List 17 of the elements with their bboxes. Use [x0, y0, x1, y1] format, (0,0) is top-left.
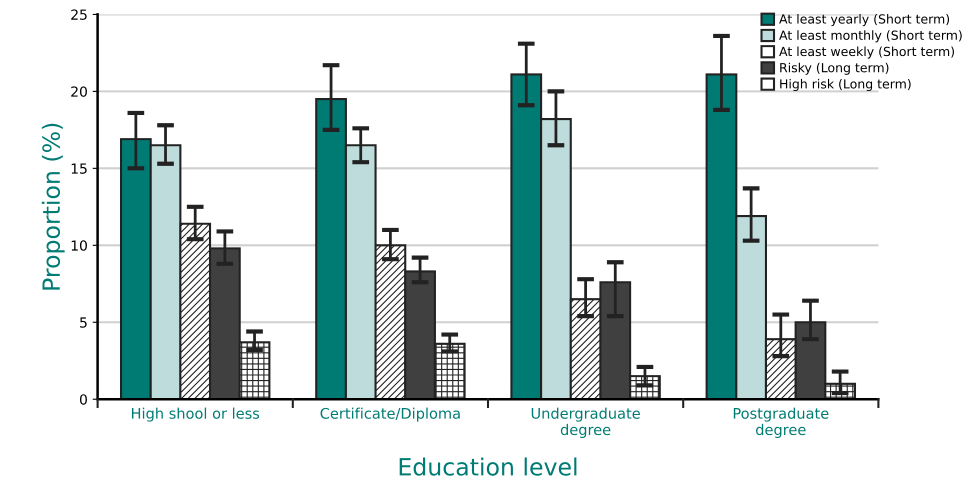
- y-tick-label: 0: [80, 394, 87, 405]
- y-tick-label: 10: [72, 240, 87, 251]
- legend-label: At least yearly (Short term): [779, 14, 950, 26]
- legend-label: Risky (Long term): [780, 62, 888, 75]
- x-tick-label: High shool or less: [132, 408, 260, 422]
- x-tick-label: Undergraduate degree: [532, 408, 640, 438]
- x-tick-label: Postgraduate degree: [734, 408, 828, 438]
- legend-label: High risk (Long term): [780, 78, 911, 92]
- legend-label: At least monthly (Short term): [779, 30, 962, 42]
- x-tick-label: Certificate/Diploma: [320, 408, 460, 422]
- x-axis-title: Education level: [400, 457, 576, 476]
- y-tick-label: 15: [72, 164, 87, 174]
- y-tick-label: 20: [71, 86, 87, 97]
- y-tick-label: 25: [71, 9, 87, 20]
- y-axis-title: Proportion (%): [42, 124, 65, 290]
- legend-label: At least weekly (Short term): [779, 46, 954, 59]
- y-tick-label: 5: [80, 317, 87, 328]
